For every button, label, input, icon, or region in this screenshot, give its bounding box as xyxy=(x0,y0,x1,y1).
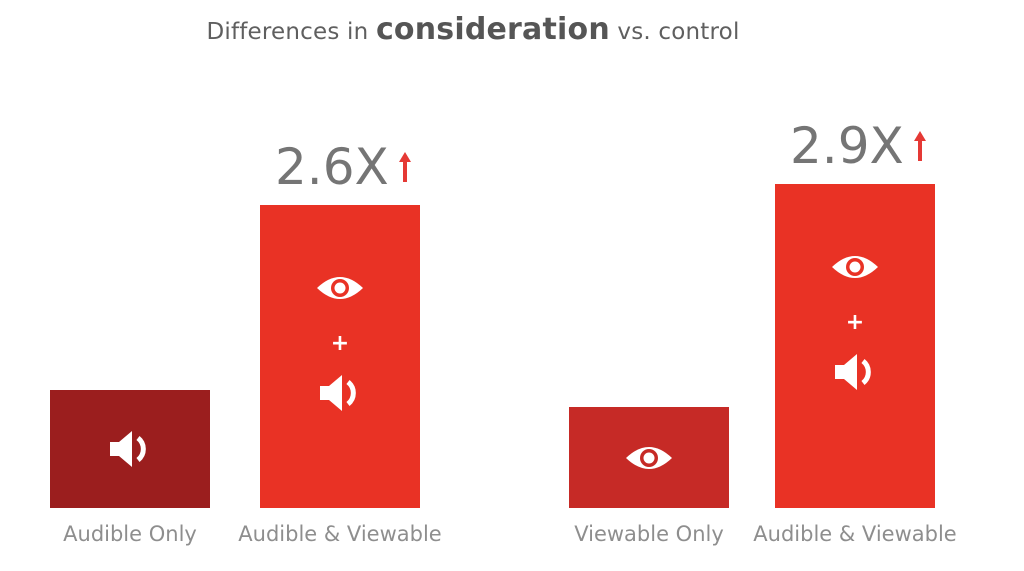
plus-icon: + xyxy=(330,331,350,356)
eye-icon xyxy=(832,256,878,278)
title-suffix: vs. control xyxy=(609,19,740,45)
x-label: Audible Only xyxy=(63,522,197,546)
bar-viewable-only xyxy=(569,407,729,508)
multiplier-value: 2.9X xyxy=(790,117,904,175)
multiplier-value: 2.6X xyxy=(275,138,389,196)
bar-audible-and-viewable: + xyxy=(775,184,935,508)
multiplier-label: 2.6X xyxy=(275,142,411,192)
eye-icon xyxy=(626,446,672,469)
title-highlight: consideration xyxy=(375,12,610,47)
eye-icon xyxy=(317,277,363,299)
bar-audible-and-viewable: + xyxy=(260,205,420,508)
title-prefix: Differences in xyxy=(206,19,376,45)
up-arrow-icon xyxy=(398,152,411,182)
up-arrow-icon xyxy=(913,131,926,161)
speaker-icon xyxy=(835,354,871,390)
plus-icon: + xyxy=(845,310,865,335)
multiplier-label: 2.9X xyxy=(790,121,926,171)
speaker-icon xyxy=(320,375,356,411)
bar-audible-only xyxy=(50,390,210,508)
x-label: Viewable Only xyxy=(574,522,724,546)
x-label: Audible & Viewable xyxy=(753,522,957,546)
x-label: Audible & Viewable xyxy=(238,522,442,546)
speaker-icon xyxy=(110,431,146,467)
chart-title: Differences in consideration vs. control xyxy=(0,12,946,47)
